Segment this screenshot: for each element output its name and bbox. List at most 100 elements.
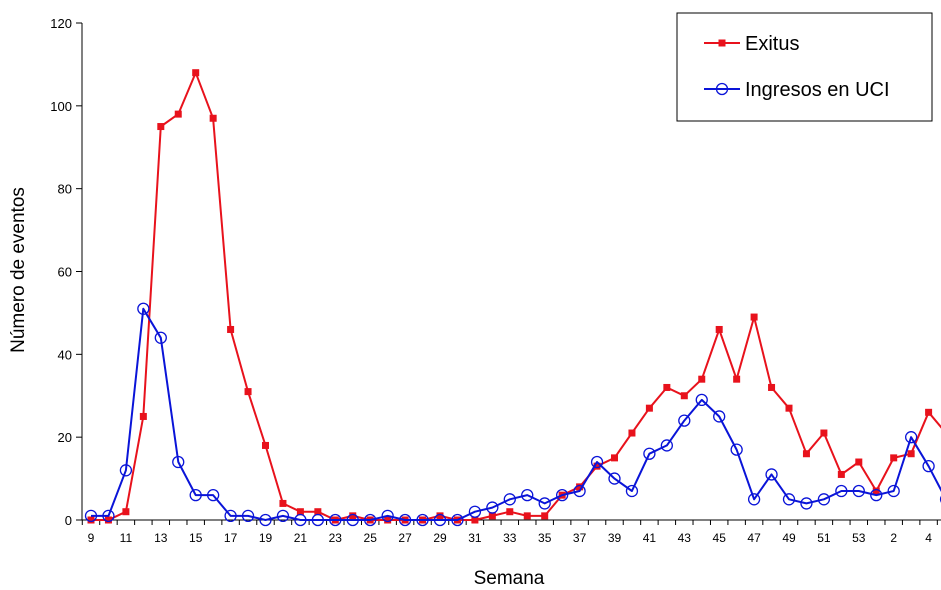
- data-point: [364, 513, 377, 527]
- data-point: [346, 513, 359, 527]
- data-point: [663, 383, 671, 391]
- data-point: [817, 493, 831, 506]
- x-tick-label: 47: [747, 531, 761, 545]
- data-point: [84, 509, 98, 523]
- data-point: [925, 408, 933, 416]
- data-point: [625, 484, 639, 498]
- y-axis-title: Número de eventos: [8, 187, 29, 353]
- data-point: [119, 464, 133, 477]
- series-layer: [84, 69, 941, 527]
- y-tick-label: 60: [58, 265, 72, 280]
- data-point: [593, 462, 601, 470]
- data-point: [87, 516, 95, 524]
- x-tick-label: 23: [329, 531, 343, 545]
- data-point: [556, 488, 569, 502]
- x-tick-label: 41: [643, 531, 657, 545]
- y-tick-label: 20: [58, 430, 72, 445]
- x-tick-label: 11: [120, 531, 133, 545]
- data-point: [311, 513, 325, 527]
- data-point: [768, 383, 776, 391]
- data-point: [192, 69, 200, 77]
- data-point: [433, 513, 447, 527]
- y-tick-label: 0: [65, 513, 72, 528]
- data-point: [765, 468, 778, 481]
- data-point: [680, 392, 688, 400]
- data-point: [294, 513, 307, 527]
- data-point: [713, 410, 726, 423]
- x-tick-label: 17: [224, 531, 238, 545]
- data-point: [241, 509, 255, 523]
- data-point: [486, 501, 499, 514]
- legend-swatch-marker: [718, 39, 726, 47]
- x-axis-ticks: 9 11 13 15 17 19 21 23 25 27 29 31 33 35 37 39 41 43 45 47 4…: [81, 520, 938, 545]
- data-point: [521, 488, 534, 502]
- x-tick-label: 33: [503, 531, 517, 545]
- data-point: [573, 484, 586, 498]
- y-tick-label: 120: [50, 16, 72, 31]
- data-point: [523, 512, 531, 520]
- x-axis-title: Semana: [474, 568, 545, 589]
- legend-label: Ingresos en UCI: [745, 79, 890, 101]
- legend-item: Ingresos en UCI: [704, 79, 890, 101]
- data-point: [835, 484, 848, 498]
- x-tick-label: 29: [433, 531, 447, 545]
- data-point: [855, 458, 863, 466]
- x-tick-label: 9: [88, 531, 95, 545]
- data-point: [802, 450, 810, 458]
- data-point: [852, 484, 865, 498]
- x-tick-label: 21: [294, 531, 308, 545]
- data-point: [398, 513, 412, 527]
- data-point: [678, 414, 691, 427]
- data-point: [174, 110, 182, 118]
- data-point: [262, 441, 269, 449]
- data-point: [157, 123, 165, 131]
- series-exitus: [87, 69, 941, 524]
- data-point: [870, 488, 883, 502]
- x-tick-label: 27: [398, 531, 412, 545]
- data-point: [785, 404, 793, 412]
- data-point: [590, 455, 604, 469]
- data-point: [314, 508, 322, 516]
- data-point: [747, 493, 761, 506]
- data-point: [890, 454, 898, 462]
- x-tick-label: 37: [573, 531, 587, 545]
- legend-box: [676, 12, 933, 122]
- data-point: [506, 508, 514, 516]
- data-point: [800, 497, 813, 510]
- data-point: [905, 431, 918, 444]
- data-point: [837, 470, 845, 478]
- x-tick-label: 25: [364, 531, 378, 545]
- data-point: [471, 516, 479, 524]
- x-tick-label: 51: [817, 531, 831, 545]
- data-point: [189, 488, 202, 502]
- data-point: [122, 508, 130, 516]
- data-point: [643, 447, 656, 460]
- data-point: [503, 493, 516, 506]
- data-point: [782, 493, 796, 506]
- data-point: [154, 331, 167, 344]
- data-point: [608, 472, 621, 485]
- y-axis-ticks: 0 20 40 60 80 100 120: [50, 16, 82, 528]
- x-tick-label: 45: [713, 531, 727, 545]
- data-point: [349, 512, 357, 520]
- data-point: [730, 443, 743, 456]
- data-point: [907, 450, 915, 458]
- data-point: [820, 429, 828, 437]
- data-point: [296, 508, 304, 516]
- y-tick-label: 40: [58, 347, 72, 362]
- x-tick-label: 13: [154, 531, 168, 545]
- data-point: [244, 388, 252, 396]
- data-point: [381, 509, 394, 523]
- data-point: [695, 393, 708, 407]
- data-point: [541, 512, 549, 520]
- legend-item: Exitus: [704, 33, 799, 55]
- data-point: [628, 429, 636, 437]
- data-point: [698, 375, 706, 383]
- data-point: [436, 512, 444, 520]
- data-point: [206, 488, 220, 502]
- data-point: [488, 512, 496, 520]
- data-point: [227, 325, 235, 333]
- data-point: [137, 302, 150, 315]
- data-point: [872, 487, 880, 495]
